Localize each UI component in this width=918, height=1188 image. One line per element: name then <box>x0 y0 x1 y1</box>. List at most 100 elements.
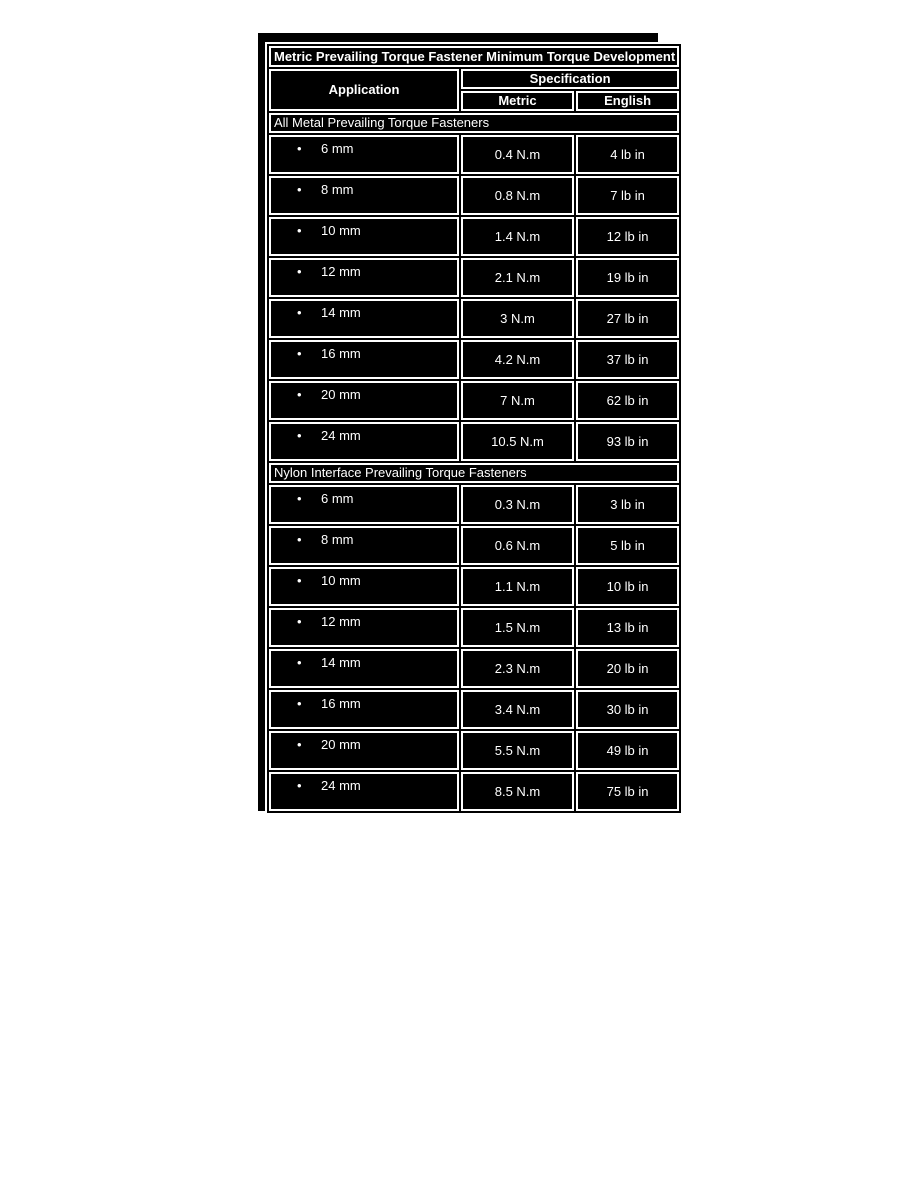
section-header-row: Nylon Interface Prevailing Torque Fasten… <box>269 463 680 483</box>
bullet-icon: • <box>297 491 302 506</box>
table-row: • 20 mm 7 N.m 62 lb in <box>269 381 680 420</box>
application-cell: • 6 mm <box>269 135 460 174</box>
english-value-cell: 19 lb in <box>575 258 680 297</box>
metric-value-cell: 3.4 N.m <box>461 690 574 729</box>
bullet-icon: • <box>297 346 302 361</box>
table-row: • 12 mm 2.1 N.m 19 lb in <box>269 258 680 297</box>
application-cell: • 24 mm <box>269 422 460 461</box>
english-value-cell: 75 lb in <box>575 772 680 811</box>
column-header-application: Application <box>269 69 460 111</box>
english-value-cell: 20 lb in <box>575 649 680 688</box>
bullet-icon: • <box>297 264 302 279</box>
english-value-cell: 4 lb in <box>575 135 680 174</box>
table-row: • 6 mm 0.3 N.m 3 lb in <box>269 485 680 524</box>
torque-table-body: Metric Prevailing Torque Fastener Minimu… <box>269 46 680 811</box>
metric-value-cell: 0.8 N.m <box>461 176 574 215</box>
metric-value-cell: 10.5 N.m <box>461 422 574 461</box>
english-value-cell: 27 lb in <box>575 299 680 338</box>
application-label: 12 mm <box>321 614 361 629</box>
application-label: 8 mm <box>321 532 354 547</box>
bullet-icon: • <box>297 532 302 547</box>
table-row: • 16 mm 3.4 N.m 30 lb in <box>269 690 680 729</box>
application-label: 10 mm <box>321 223 361 238</box>
section-header-row: All Metal Prevailing Torque Fasteners <box>269 113 680 133</box>
application-cell: • 16 mm <box>269 340 460 379</box>
english-value-cell: 93 lb in <box>575 422 680 461</box>
metric-value-cell: 7 N.m <box>461 381 574 420</box>
table-row: • 24 mm 8.5 N.m 75 lb in <box>269 772 680 811</box>
torque-table: Metric Prevailing Torque Fastener Minimu… <box>265 42 684 815</box>
metric-value-cell: 1.1 N.m <box>461 567 574 606</box>
metric-value-cell: 2.3 N.m <box>461 649 574 688</box>
title-row: Metric Prevailing Torque Fastener Minimu… <box>269 46 680 67</box>
metric-value-cell: 5.5 N.m <box>461 731 574 770</box>
application-cell: • 14 mm <box>269 649 460 688</box>
application-cell: • 8 mm <box>269 526 460 565</box>
application-cell: • 20 mm <box>269 381 460 420</box>
bullet-icon: • <box>297 778 302 793</box>
table-row: • 10 mm 1.4 N.m 12 lb in <box>269 217 680 256</box>
header-row-2: Metric English <box>269 91 680 111</box>
application-label: 24 mm <box>321 428 361 443</box>
english-value-cell: 62 lb in <box>575 381 680 420</box>
application-cell: • 6 mm <box>269 485 460 524</box>
table-title: Metric Prevailing Torque Fastener Minimu… <box>269 46 680 67</box>
english-value-cell: 37 lb in <box>575 340 680 379</box>
application-label: 6 mm <box>321 491 354 506</box>
metric-value-cell: 0.3 N.m <box>461 485 574 524</box>
section-header: Nylon Interface Prevailing Torque Fasten… <box>269 463 680 483</box>
application-cell: • 16 mm <box>269 690 460 729</box>
table-row: • 20 mm 5.5 N.m 49 lb in <box>269 731 680 770</box>
metric-value-cell: 4.2 N.m <box>461 340 574 379</box>
table-row: • 10 mm 1.1 N.m 10 lb in <box>269 567 680 606</box>
application-label: 16 mm <box>321 346 361 361</box>
application-label: 8 mm <box>321 182 354 197</box>
application-cell: • 12 mm <box>269 608 460 647</box>
application-label: 6 mm <box>321 141 354 156</box>
english-value-cell: 5 lb in <box>575 526 680 565</box>
metric-value-cell: 1.5 N.m <box>461 608 574 647</box>
english-value-cell: 30 lb in <box>575 690 680 729</box>
metric-value-cell: 3 N.m <box>461 299 574 338</box>
english-value-cell: 10 lb in <box>575 567 680 606</box>
bullet-icon: • <box>297 428 302 443</box>
column-header-english: English <box>575 91 680 111</box>
table-row: • 6 mm 0.4 N.m 4 lb in <box>269 135 680 174</box>
application-label: 24 mm <box>321 778 361 793</box>
metric-value-cell: 1.4 N.m <box>461 217 574 256</box>
bullet-icon: • <box>297 305 302 320</box>
application-cell: • 14 mm <box>269 299 460 338</box>
table-row: • 16 mm 4.2 N.m 37 lb in <box>269 340 680 379</box>
bullet-icon: • <box>297 387 302 402</box>
bullet-icon: • <box>297 737 302 752</box>
metric-value-cell: 0.6 N.m <box>461 526 574 565</box>
table-row: • 14 mm 3 N.m 27 lb in <box>269 299 680 338</box>
application-cell: • 20 mm <box>269 731 460 770</box>
application-cell: • 8 mm <box>269 176 460 215</box>
table-row: • 12 mm 1.5 N.m 13 lb in <box>269 608 680 647</box>
column-header-metric: Metric <box>461 91 574 111</box>
english-value-cell: 49 lb in <box>575 731 680 770</box>
metric-value-cell: 2.1 N.m <box>461 258 574 297</box>
bullet-icon: • <box>297 141 302 156</box>
column-header-specification: Specification <box>461 69 680 89</box>
table-row: • 8 mm 0.6 N.m 5 lb in <box>269 526 680 565</box>
application-label: 20 mm <box>321 387 361 402</box>
bullet-icon: • <box>297 182 302 197</box>
application-label: 12 mm <box>321 264 361 279</box>
section-header: All Metal Prevailing Torque Fasteners <box>269 113 680 133</box>
english-value-cell: 7 lb in <box>575 176 680 215</box>
table-row: • 8 mm 0.8 N.m 7 lb in <box>269 176 680 215</box>
table-row: • 24 mm 10.5 N.m 93 lb in <box>269 422 680 461</box>
bullet-icon: • <box>297 573 302 588</box>
metric-value-cell: 0.4 N.m <box>461 135 574 174</box>
table-row: • 14 mm 2.3 N.m 20 lb in <box>269 649 680 688</box>
bullet-icon: • <box>297 655 302 670</box>
english-value-cell: 13 lb in <box>575 608 680 647</box>
torque-spec-panel: Metric Prevailing Torque Fastener Minimu… <box>258 33 684 815</box>
application-cell: • 12 mm <box>269 258 460 297</box>
application-cell: • 24 mm <box>269 772 460 811</box>
english-value-cell: 3 lb in <box>575 485 680 524</box>
bullet-icon: • <box>297 223 302 238</box>
application-cell: • 10 mm <box>269 567 460 606</box>
